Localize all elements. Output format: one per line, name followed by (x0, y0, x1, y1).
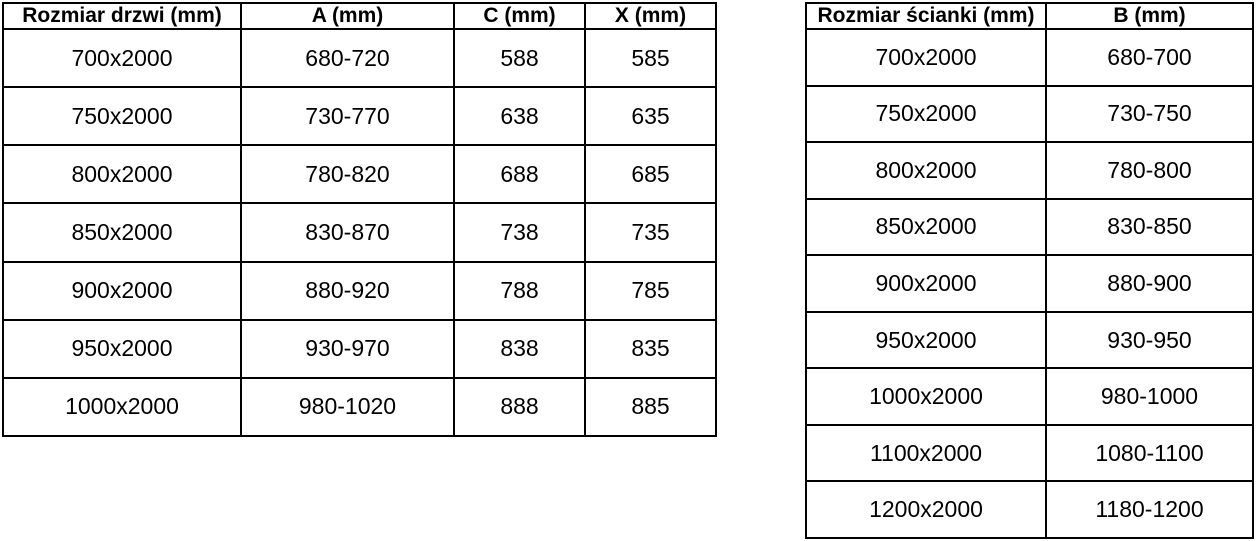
table-row: 900x2000 880-900 (805, 254, 1254, 313)
table-cell: 1080-1100 (1045, 423, 1254, 483)
table-cell: 1200x2000 (805, 480, 1047, 539)
table-cell: 888 (453, 376, 586, 438)
table-cell: 780-800 (1045, 141, 1254, 200)
table-cell: 785 (584, 260, 717, 321)
table-cell: 638 (453, 86, 586, 147)
table-cell: 930-970 (240, 318, 455, 379)
table-cell: 750x2000 (805, 84, 1047, 144)
table-cell: 835 (584, 318, 717, 379)
table-row: 700x2000 680-700 (805, 28, 1254, 87)
table-row: 1000x2000 980-1000 (805, 367, 1254, 426)
header-wall-size: Rozmiar ścianki (mm) (805, 2, 1047, 30)
table-header-row: Rozmiar ścianki (mm) B (mm) (805, 2, 1254, 30)
table-cell: 800x2000 (805, 141, 1047, 200)
table-cell: 738 (453, 202, 586, 263)
table-row: 800x2000 780-800 (805, 141, 1254, 200)
table-cell: 930-950 (1045, 310, 1254, 370)
table-cell: 780-820 (240, 144, 455, 205)
table-cell: 788 (453, 260, 586, 321)
header-b-mm: B (mm) (1045, 2, 1254, 30)
table-row: 750x2000 730-770 638 635 (2, 86, 717, 147)
header-x-mm: X (mm) (584, 2, 717, 30)
table-cell: 730-750 (1045, 84, 1254, 144)
table-cell: 635 (584, 86, 717, 147)
door-size-table: Rozmiar drzwi (mm) A (mm) C (mm) X (mm) … (2, 2, 717, 438)
table-cell: 700x2000 (805, 28, 1047, 87)
table-cell: 1000x2000 (805, 367, 1047, 426)
table-cell: 900x2000 (805, 254, 1047, 313)
table-cell: 1180-1200 (1045, 480, 1254, 539)
table-row: 850x2000 830-850 (805, 197, 1254, 257)
table-cell: 680-700 (1045, 28, 1254, 87)
table-cell: 1100x2000 (805, 423, 1047, 483)
table-cell: 880-920 (240, 260, 455, 321)
table-cell: 800x2000 (2, 144, 242, 205)
table-cell: 885 (584, 376, 717, 438)
table-cell: 585 (584, 27, 717, 89)
table-row: 950x2000 930-950 (805, 310, 1254, 370)
table-cell: 730-770 (240, 86, 455, 147)
table-row: 1200x2000 1180-1200 (805, 480, 1254, 539)
table-row: 750x2000 730-750 (805, 84, 1254, 144)
table-cell: 850x2000 (805, 197, 1047, 257)
header-a-mm: A (mm) (240, 2, 455, 30)
table-cell: 735 (584, 202, 717, 263)
table-cell: 980-1000 (1045, 367, 1254, 426)
table-cell: 700x2000 (2, 27, 242, 89)
table-row: 850x2000 830-870 738 735 (2, 202, 717, 263)
table-cell: 685 (584, 144, 717, 205)
table-cell: 880-900 (1045, 254, 1254, 313)
table-header-row: Rozmiar drzwi (mm) A (mm) C (mm) X (mm) (2, 2, 717, 30)
table-cell: 950x2000 (805, 310, 1047, 370)
table-row: 900x2000 880-920 788 785 (2, 260, 717, 321)
table-cell: 950x2000 (2, 318, 242, 379)
table-cell: 900x2000 (2, 260, 242, 321)
table-cell: 980-1020 (240, 376, 455, 438)
header-door-size: Rozmiar drzwi (mm) (2, 2, 242, 30)
table-cell: 688 (453, 144, 586, 205)
header-c-mm: C (mm) (453, 2, 586, 30)
table-row: 1000x2000 980-1020 888 885 (2, 376, 717, 438)
table-cell: 588 (453, 27, 586, 89)
table-cell: 850x2000 (2, 202, 242, 263)
table-cell: 830-850 (1045, 197, 1254, 257)
wall-size-table: Rozmiar ścianki (mm) B (mm) 700x2000 680-… (805, 2, 1254, 539)
table-row: 800x2000 780-820 688 685 (2, 144, 717, 205)
table-row: 1100x2000 1080-1100 (805, 423, 1254, 483)
table-row: 950x2000 930-970 838 835 (2, 318, 717, 379)
table-cell: 1000x2000 (2, 376, 242, 438)
table-cell: 838 (453, 318, 586, 379)
table-cell: 750x2000 (2, 86, 242, 147)
table-row: 700x2000 680-720 588 585 (2, 27, 717, 89)
table-cell: 830-870 (240, 202, 455, 263)
table-cell: 680-720 (240, 27, 455, 89)
